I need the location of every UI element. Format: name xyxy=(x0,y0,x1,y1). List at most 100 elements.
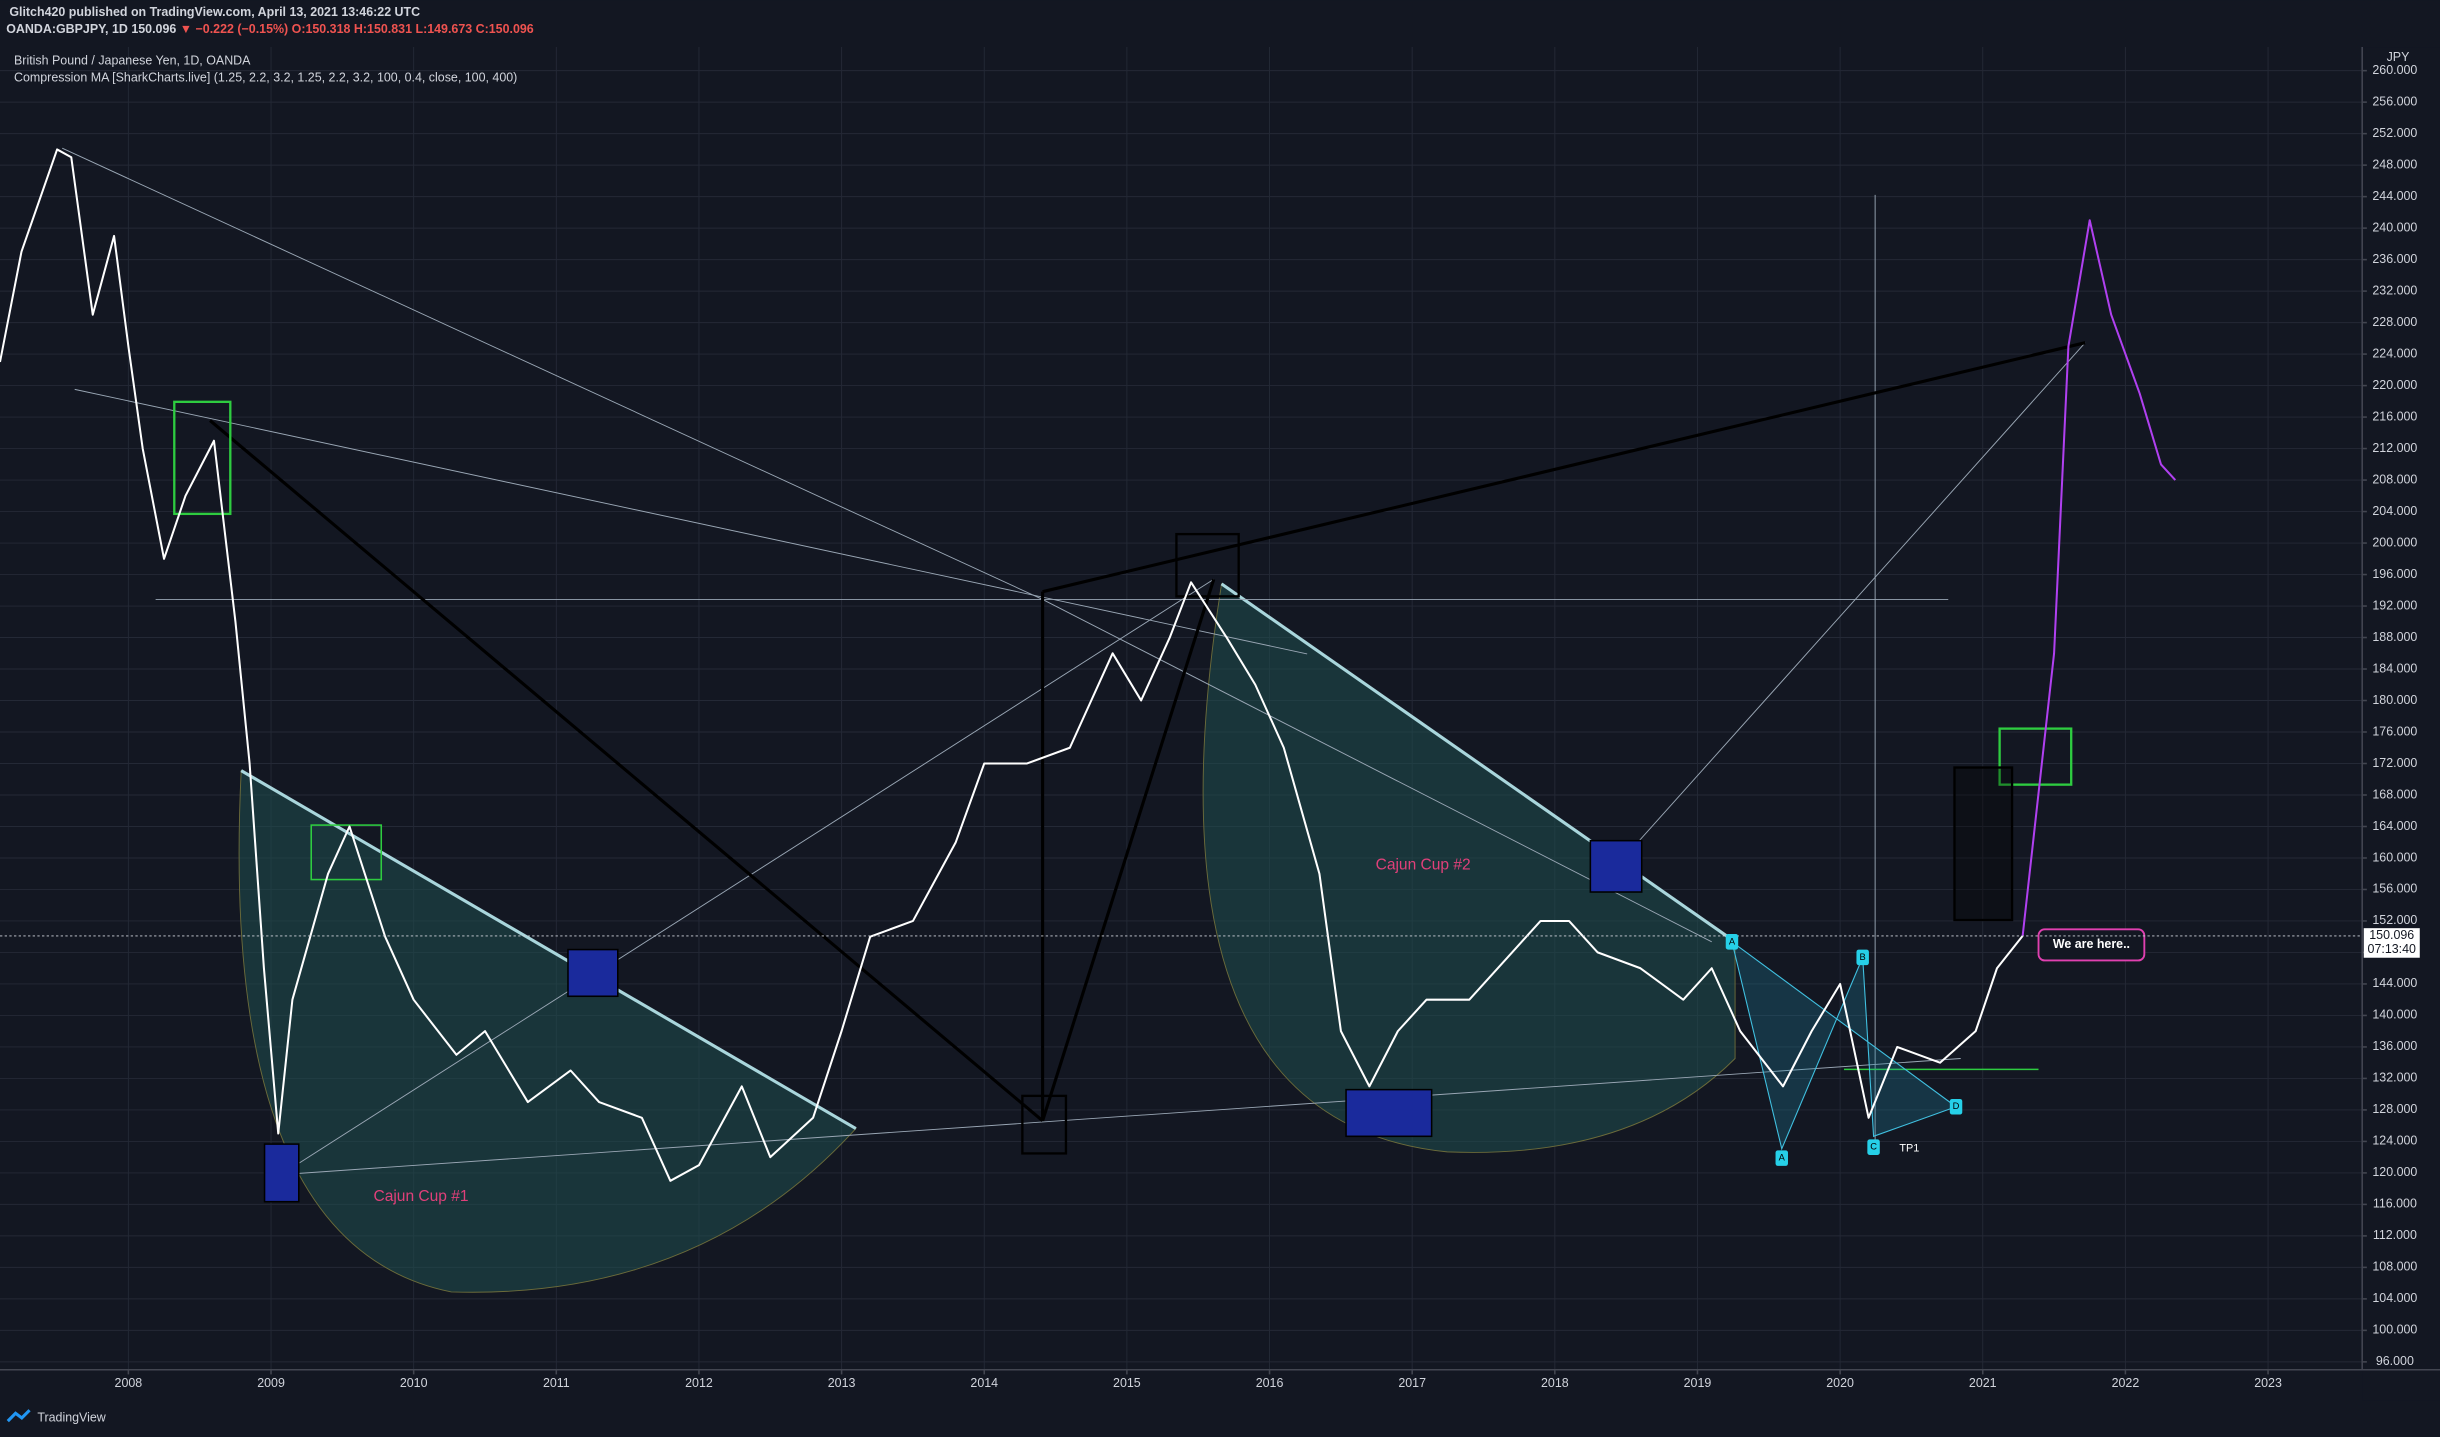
trend-line xyxy=(1618,342,2086,865)
trend-line xyxy=(62,147,1043,600)
price: 150.096 xyxy=(131,22,176,36)
annotation: C xyxy=(1870,1142,1877,1152)
y-tick-label: 216.000 xyxy=(2372,409,2417,423)
publisher: Glitch420 published on TradingView.com, … xyxy=(9,5,420,19)
y-tick-label: 184.000 xyxy=(2372,661,2417,675)
currency: JPY xyxy=(2387,50,2411,64)
zone-box xyxy=(1021,1094,1068,1155)
x-tick-label: 2017 xyxy=(1398,1376,1426,1390)
price-line xyxy=(0,148,2024,1182)
y-tick-label: 120.000 xyxy=(2372,1165,2417,1179)
annotation: D xyxy=(1953,1101,1960,1111)
price-line xyxy=(2021,219,2177,937)
chart-title: British Pound / Japanese Yen, 1D, OANDA xyxy=(14,53,251,67)
y-tick-label: 240.000 xyxy=(2372,220,2417,234)
annotation: TP1 xyxy=(1899,1143,1919,1155)
y-tick-label: 252.000 xyxy=(2372,126,2417,140)
y-tick-label: 156.000 xyxy=(2372,882,2417,896)
y-tick-label: 168.000 xyxy=(2372,787,2417,801)
y-tick-label: 124.000 xyxy=(2372,1134,2417,1148)
trend-line xyxy=(272,1058,1961,1176)
zone-box xyxy=(1589,839,1643,893)
y-tick-label: 188.000 xyxy=(2372,630,2417,644)
x-tick-label: 2016 xyxy=(1256,1376,1284,1390)
y-tick-label: 100.000 xyxy=(2372,1323,2417,1337)
last-price-label: 150.096 xyxy=(2369,928,2414,942)
y-tick-label: 112.000 xyxy=(2373,1228,2417,1242)
footer: TradingView xyxy=(37,1410,106,1424)
note-box xyxy=(2037,928,2146,962)
harmonic-pattern xyxy=(1731,940,1958,1151)
annotation: Cajun Cup #2 xyxy=(1376,857,1471,874)
ohlc: L:149.673 xyxy=(415,22,472,36)
y-tick-label: 228.000 xyxy=(2372,315,2417,329)
y-tick-label: 132.000 xyxy=(2372,1071,2417,1085)
x-tick-label: 2008 xyxy=(115,1376,143,1390)
annotation: A xyxy=(1729,936,1736,946)
price-axis xyxy=(2362,47,2440,1401)
y-tick-label: 232.000 xyxy=(2372,283,2417,297)
y-tick-label: 244.000 xyxy=(2372,189,2417,203)
y-tick-label: 96.000 xyxy=(2376,1354,2414,1368)
zone-box xyxy=(310,824,383,881)
ohlc: O:150.318 xyxy=(292,22,351,36)
y-tick-label: 236.000 xyxy=(2372,252,2417,266)
x-tick-label: 2012 xyxy=(685,1376,713,1390)
logo xyxy=(6,1409,31,1423)
y-tick-label: 208.000 xyxy=(2372,472,2417,486)
y-tick-label: 172.000 xyxy=(2372,756,2417,770)
y-tick-label: 104.000 xyxy=(2372,1291,2417,1305)
ohlc: H:150.831 xyxy=(354,22,412,36)
x-tick-label: 2021 xyxy=(1969,1376,1997,1390)
ohlc: C:150.096 xyxy=(476,22,534,36)
last-price-tag xyxy=(2363,928,2420,958)
y-tick-label: 192.000 xyxy=(2372,598,2417,612)
y-tick-label: 176.000 xyxy=(2372,724,2417,738)
x-tick-label: 2023 xyxy=(2254,1376,2282,1390)
countdown: 07:13:40 xyxy=(2368,942,2416,956)
y-tick-label: 136.000 xyxy=(2372,1039,2417,1053)
x-tick-label: 2015 xyxy=(1113,1376,1141,1390)
point-label-box xyxy=(1856,949,1869,966)
y-tick-label: 204.000 xyxy=(2372,504,2417,518)
x-tick-label: 2009 xyxy=(257,1376,285,1390)
cup-shape xyxy=(1202,583,1736,1153)
zone-box xyxy=(1345,1088,1433,1138)
annotation: A xyxy=(1779,1153,1786,1163)
y-tick-label: 180.000 xyxy=(2372,693,2417,707)
trend-line xyxy=(1041,578,1216,1122)
y-tick-label: 200.000 xyxy=(2372,535,2417,549)
drawings xyxy=(62,147,2146,1293)
x-tick-label: 2011 xyxy=(543,1376,570,1390)
point-label-box xyxy=(1949,1098,1963,1115)
y-tick-label: 116.000 xyxy=(2373,1197,2417,1211)
indicator: Compression MA [SharkCharts.live] (1.25,… xyxy=(14,70,517,84)
x-tick-label: 2019 xyxy=(1684,1376,1712,1390)
annotation: B xyxy=(1860,952,1866,962)
y-tick-label: 212.000 xyxy=(2372,441,2417,455)
point-label-box xyxy=(1725,934,1739,950)
y-tick-label: 164.000 xyxy=(2372,819,2417,833)
x-tick-label: 2013 xyxy=(828,1376,856,1390)
plot xyxy=(0,148,2363,1182)
y-tick-label: 140.000 xyxy=(2372,1008,2417,1022)
y-tick-label: 152.000 xyxy=(2372,913,2417,927)
trend-line xyxy=(74,388,1308,655)
y-tick-label: 144.000 xyxy=(2372,976,2417,990)
annotation: Cajun Cup #1 xyxy=(373,1188,468,1205)
x-tick-label: 2014 xyxy=(970,1376,998,1390)
zone-box xyxy=(263,1143,300,1203)
y-tick-label: 256.000 xyxy=(2372,94,2417,108)
y-tick-label: 248.000 xyxy=(2372,157,2417,171)
symbol-line: OANDA:GBPJPY, 1D 150.096 ▼ −0.222 (−0.15… xyxy=(6,22,534,36)
y-tick-label: 220.000 xyxy=(2372,378,2417,392)
trend-line xyxy=(240,769,857,1130)
y-tick-label: 224.000 xyxy=(2372,346,2417,360)
trend-line xyxy=(1042,341,2086,594)
trend-line xyxy=(279,578,1215,1176)
zone-box xyxy=(567,948,619,998)
y-tick-label: 196.000 xyxy=(2372,567,2417,581)
zone-box xyxy=(173,400,232,516)
y-tick-label: 128.000 xyxy=(2372,1102,2417,1116)
